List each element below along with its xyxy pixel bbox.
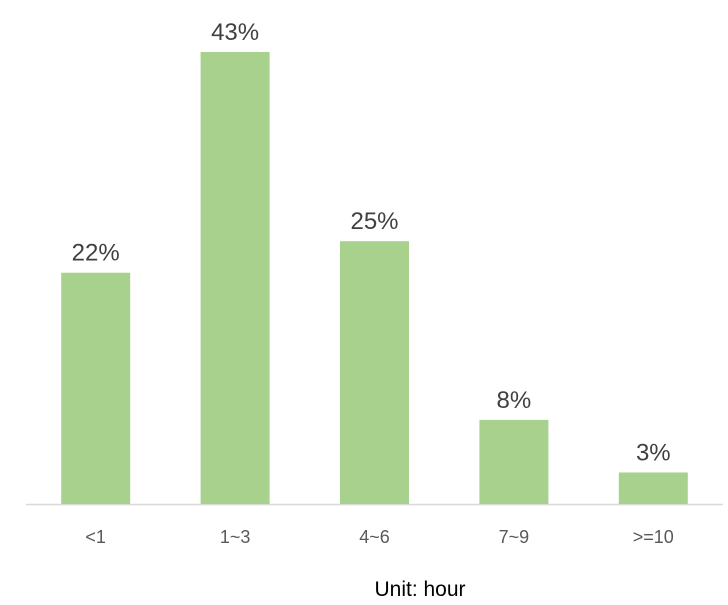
x-tick-labels-group: <1 1~3 4~6 7~9 >=10: [85, 527, 673, 547]
bar-1: [200, 52, 270, 504]
x-axis-title: Unit: hour: [374, 578, 465, 601]
value-label-4: 3%: [636, 439, 671, 466]
value-label-1: 43%: [211, 19, 259, 46]
x-tick-label-4: >=10: [633, 527, 674, 547]
x-tick-label-3: 7~9: [499, 527, 530, 547]
bar-3: [479, 419, 549, 504]
value-labels-group: 22% 43% 25% 8% 3%: [72, 19, 671, 466]
x-tick-label-1: 1~3: [220, 527, 251, 547]
x-tick-label-2: 4~6: [359, 527, 390, 547]
bar-2: [340, 241, 409, 505]
bars-group: [61, 52, 688, 505]
bar-4: [618, 472, 688, 504]
value-label-2: 25%: [350, 208, 398, 235]
value-label-3: 8%: [497, 387, 532, 414]
x-tick-label-0: <1: [85, 527, 106, 547]
bar-0: [61, 272, 131, 504]
value-label-0: 22%: [72, 240, 120, 267]
